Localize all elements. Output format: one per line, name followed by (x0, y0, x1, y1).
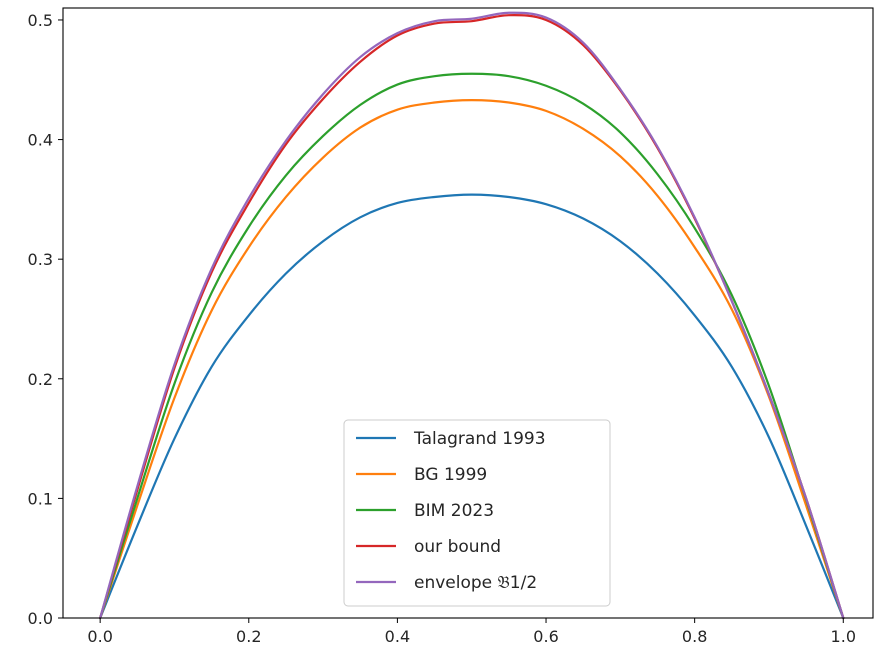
x-tick-label: 0.8 (682, 627, 707, 646)
x-tick-label: 0.2 (236, 627, 261, 646)
y-tick-label: 0.3 (28, 250, 53, 269)
x-tick-label: 0.0 (87, 627, 112, 646)
ticks-layer: 0.0 0.2 0.4 0.6 0.8 1.0 0.0 0.1 0.2 0.3 0.4 0.5 (28, 11, 856, 646)
legend-label-4: our bound (414, 537, 501, 557)
y-tick-label: 0.2 (28, 370, 53, 389)
legend: Talagrand 1993 BG 1999 BIM 2023 our bound en… (343, 419, 611, 607)
x-tick-label: 0.6 (533, 627, 558, 646)
y-tick-label: 0.4 (28, 131, 53, 150)
legend-label-2: BG 1999 (414, 465, 487, 485)
series-line-3 (99, 72, 845, 620)
y-tick-label: 0.0 (28, 609, 53, 628)
series-layer (99, 11, 845, 620)
legend-box (343, 419, 611, 607)
series-line-1 (99, 193, 845, 620)
x-tick-label: 0.4 (385, 627, 410, 646)
legend-label-3: BIM 2023 (414, 501, 494, 521)
legend-label-5: envelope 𝔅1/2 (414, 573, 537, 593)
x-tick-label: 1.0 (831, 627, 856, 646)
y-tick-label: 0.1 (28, 489, 53, 508)
y-tick-label: 0.5 (28, 11, 53, 30)
series-line-5 (99, 11, 845, 620)
plot-frame (62, 7, 874, 619)
legend-label-1: Talagrand 1993 (413, 429, 546, 449)
series-line-2 (99, 99, 845, 620)
